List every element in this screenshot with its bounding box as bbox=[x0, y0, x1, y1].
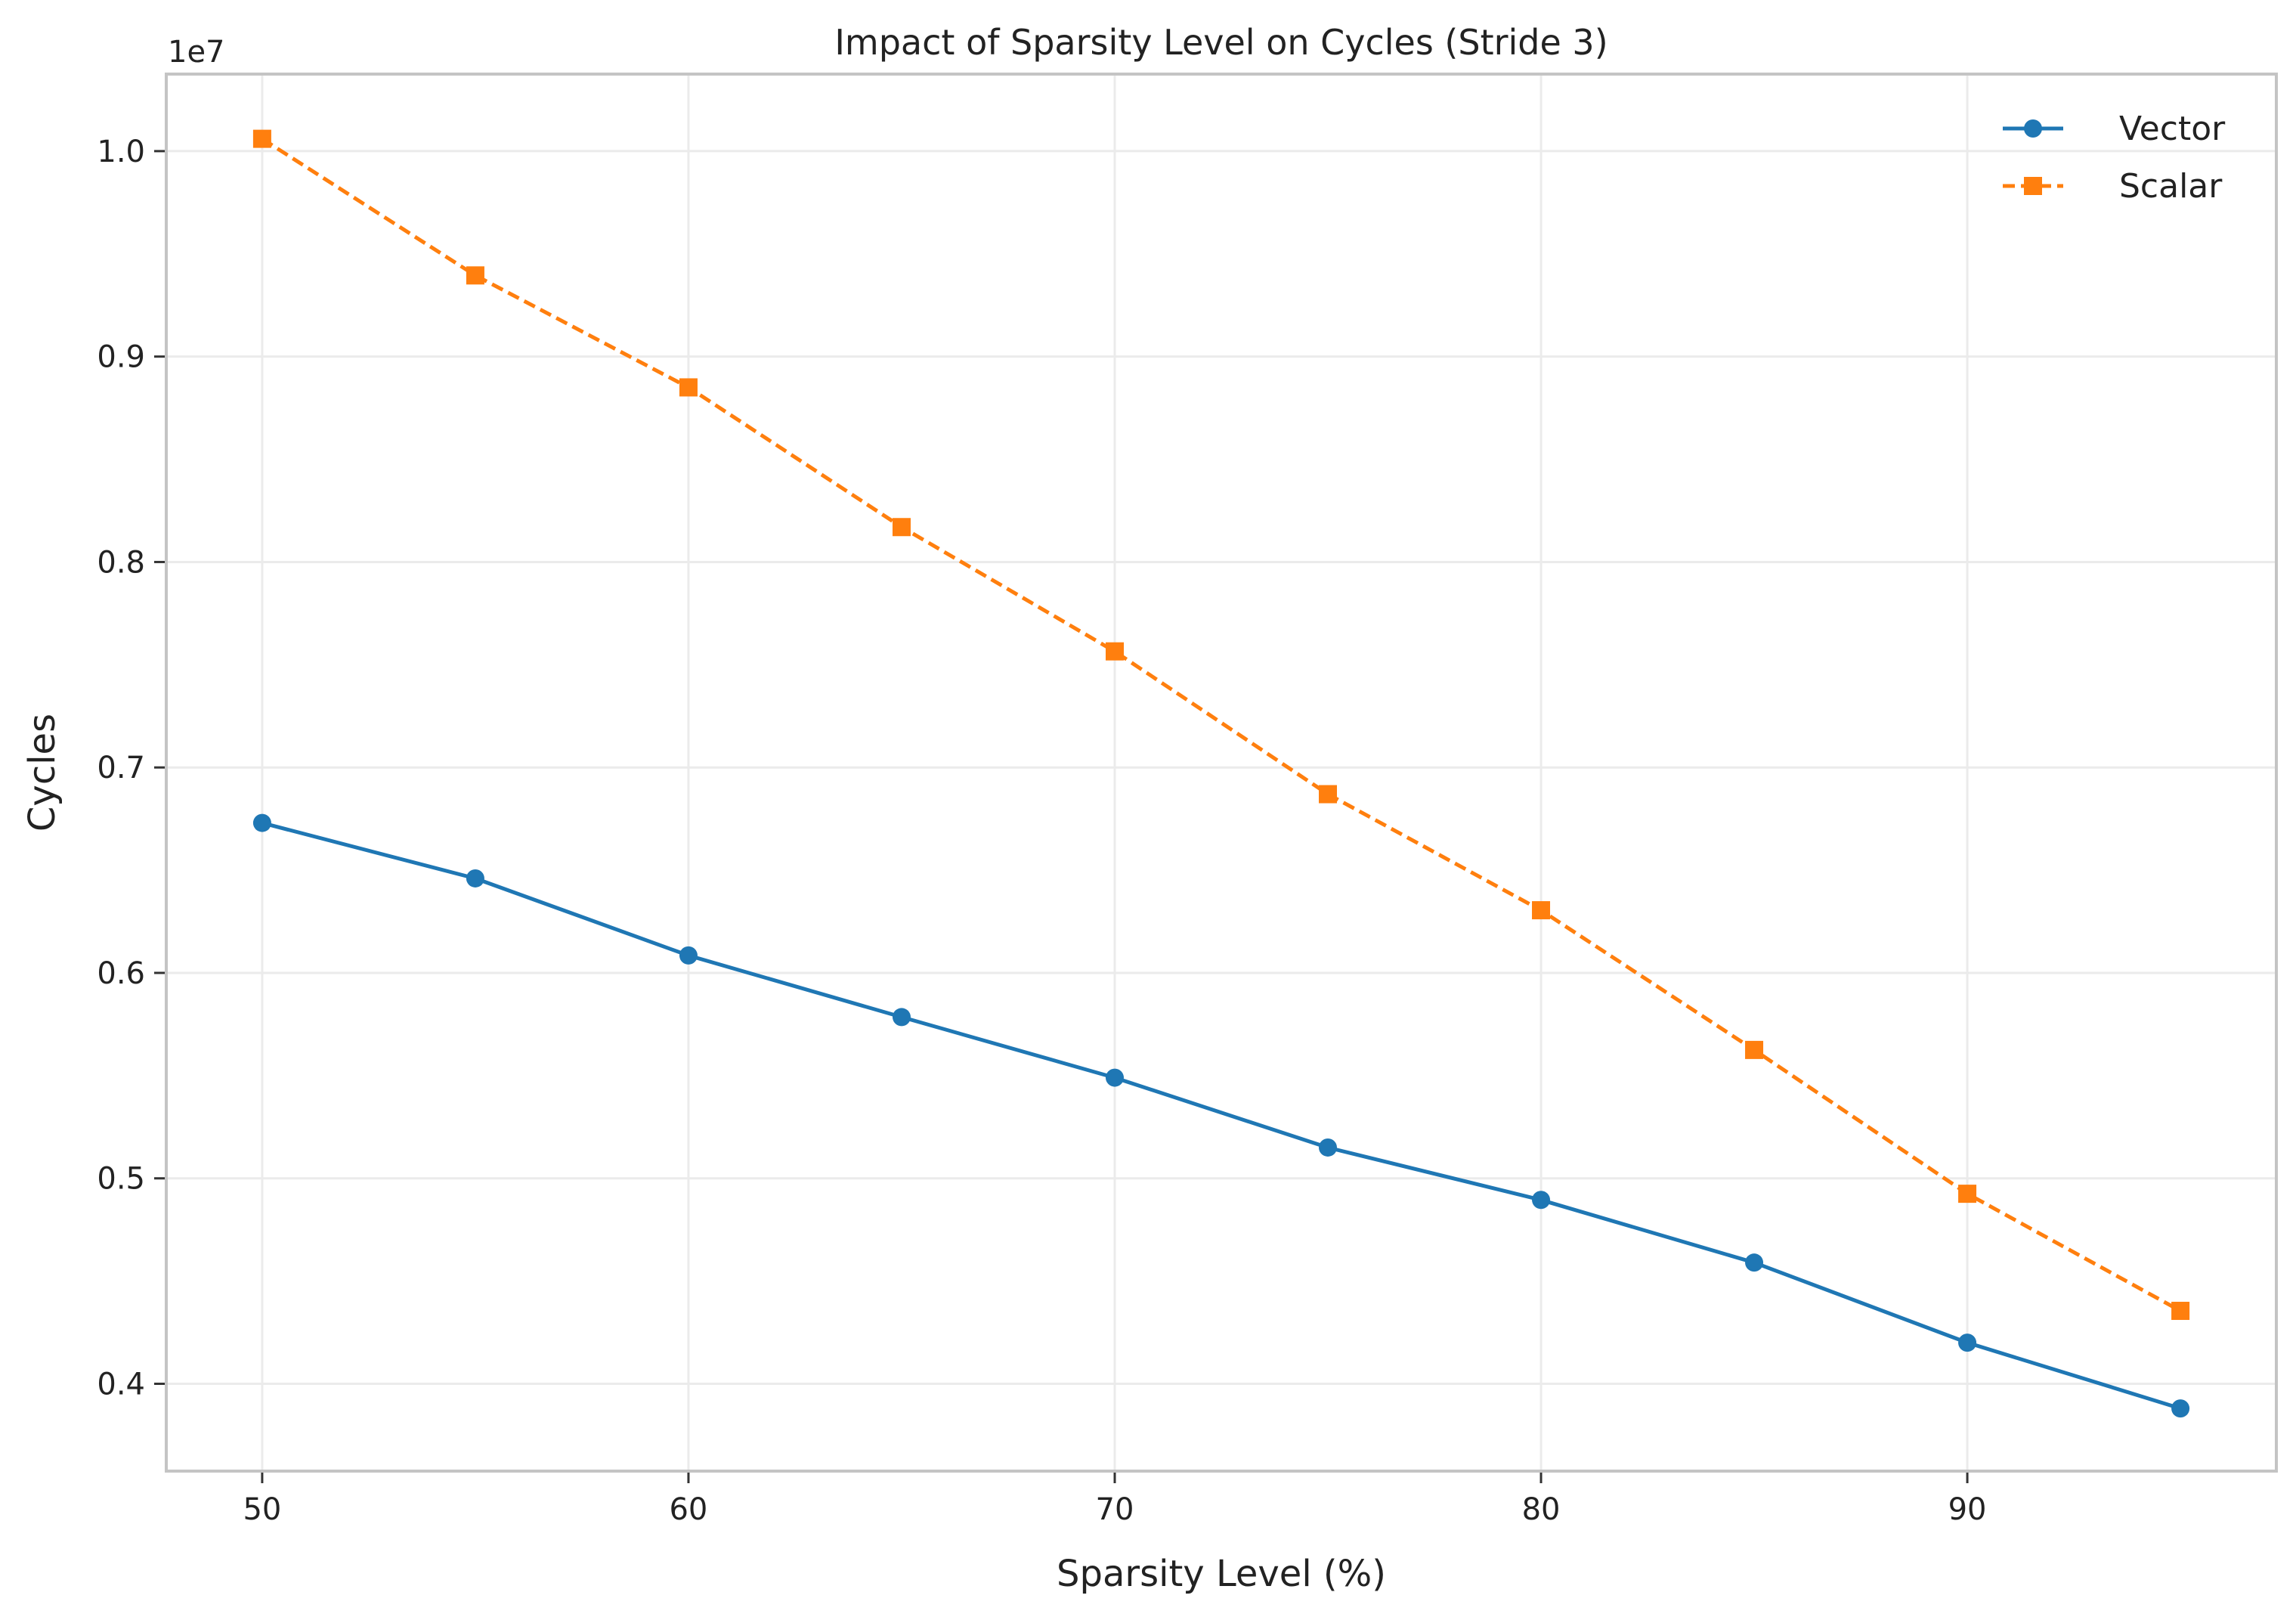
data-point-vector bbox=[466, 869, 484, 887]
x-tick-label: 80 bbox=[1522, 1492, 1561, 1527]
series-line-vector bbox=[261, 821, 2181, 1411]
y-tick-label: 0.4 bbox=[97, 1368, 145, 1402]
data-point-vector bbox=[1319, 1138, 1338, 1157]
y-tick-label: 0.9 bbox=[97, 340, 145, 375]
x-tick-label: 60 bbox=[669, 1492, 707, 1527]
data-point-scalar bbox=[1319, 785, 1338, 804]
x-tick-label: 50 bbox=[243, 1492, 281, 1527]
x-axis-ticks: 50 60 70 80 90 bbox=[243, 1471, 1987, 1527]
data-point-vector bbox=[1105, 1068, 1124, 1087]
data-point-vector bbox=[1745, 1253, 1764, 1272]
data-point-scalar bbox=[466, 266, 484, 285]
legend: Vector Scalar bbox=[2003, 110, 2226, 206]
legend-item-scalar: Scalar bbox=[2003, 167, 2223, 206]
data-point-scalar bbox=[252, 129, 271, 148]
x-axis-title: Sparsity Level (%) bbox=[1057, 1553, 1386, 1595]
y-axis-title: Cycles bbox=[21, 714, 63, 832]
chart-title: Impact of Sparsity Level on Cycles (Stri… bbox=[834, 22, 1608, 63]
data-point-scalar bbox=[1958, 1185, 1977, 1203]
y-axis-ticks: 0.4 0.5 0.6 0.7 0.8 0.9 1.0 bbox=[97, 135, 166, 1402]
y-axis-multiplier: 1e7 bbox=[168, 35, 225, 70]
data-point-scalar bbox=[679, 378, 698, 397]
data-point-scalar bbox=[2171, 1302, 2190, 1321]
series-line-scalar bbox=[261, 137, 2182, 1313]
y-tick-label: 0.7 bbox=[97, 751, 145, 785]
data-point-scalar bbox=[1745, 1040, 1764, 1059]
legend-label-scalar: Scalar bbox=[2119, 167, 2223, 206]
data-point-scalar bbox=[892, 518, 911, 537]
y-tick-label: 1.0 bbox=[97, 135, 145, 169]
data-point-vector bbox=[892, 1008, 911, 1027]
legend-item-vector: Vector bbox=[2003, 110, 2226, 148]
data-point-vector bbox=[2171, 1399, 2190, 1418]
grid bbox=[166, 74, 2276, 1471]
data-point-vector bbox=[1532, 1191, 1551, 1210]
legend-label-vector: Vector bbox=[2119, 110, 2226, 148]
x-tick-label: 70 bbox=[1096, 1492, 1134, 1527]
legend-marker-scalar bbox=[2024, 177, 2042, 195]
plot-frame bbox=[165, 73, 2278, 1473]
x-tick-label: 90 bbox=[1948, 1492, 1987, 1527]
data-point-vector bbox=[679, 946, 698, 965]
data-series bbox=[252, 129, 2190, 1418]
y-tick-label: 0.5 bbox=[97, 1162, 145, 1197]
data-point-vector bbox=[1958, 1334, 1977, 1352]
data-point-scalar bbox=[1105, 642, 1124, 661]
data-point-vector bbox=[252, 813, 271, 832]
data-point-scalar bbox=[1532, 901, 1551, 920]
y-tick-label: 0.8 bbox=[97, 545, 145, 580]
legend-marker-vector bbox=[2024, 119, 2042, 138]
y-tick-label: 0.6 bbox=[97, 956, 145, 991]
